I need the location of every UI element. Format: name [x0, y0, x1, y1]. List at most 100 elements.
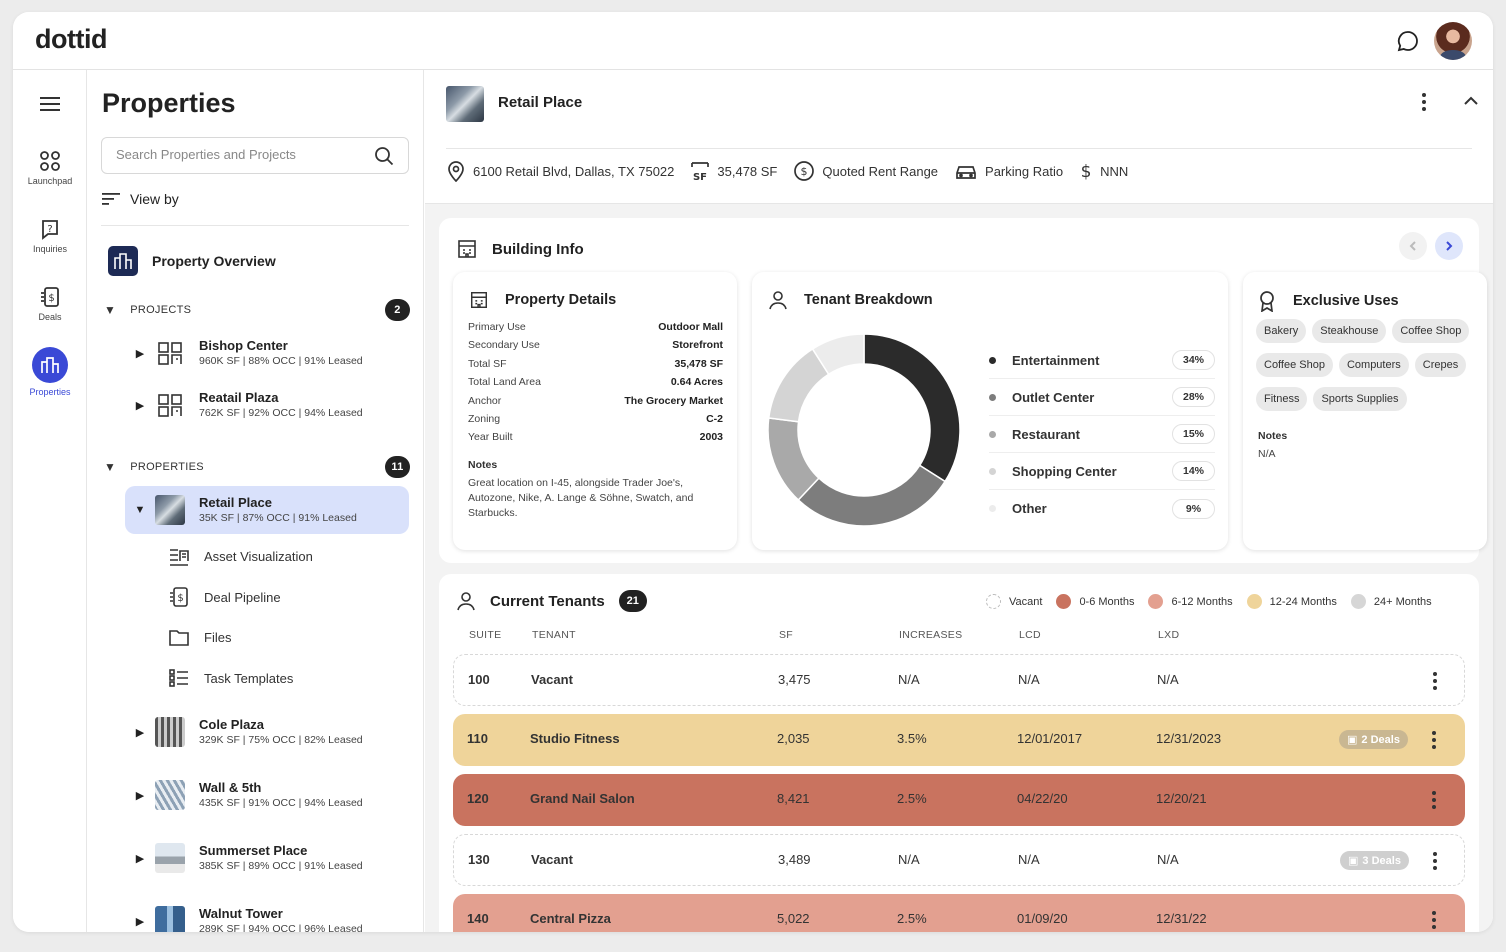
legend-name: Entertainment	[1012, 352, 1100, 368]
donut-slice-entertainment[interactable]	[863, 333, 961, 483]
more-vertical-icon[interactable]	[1431, 730, 1437, 750]
lcd-cell: 12/01/2017	[1017, 731, 1083, 746]
chevron-left-icon	[1409, 241, 1416, 251]
property-meta: 435K SF | 91% OCC | 94% Leased	[199, 796, 363, 809]
use-chip[interactable]: Steakhouse	[1312, 319, 1387, 343]
svg-text:$: $	[801, 165, 808, 178]
legend-name: Restaurant	[1012, 426, 1080, 442]
use-chip[interactable]: Coffee Shop	[1392, 319, 1470, 343]
subitem-deal-pipeline[interactable]: $ Deal Pipeline	[168, 586, 281, 608]
more-vertical-icon[interactable]	[1431, 910, 1437, 930]
property-item[interactable]: ▶ Walnut Tower 289K SF | 94% OCC | 96% Le…	[125, 897, 409, 932]
project-item[interactable]: ▶ Reatail Plaza 762K SF | 92% OCC | 94% L…	[125, 381, 409, 429]
use-chip[interactable]: Computers	[1338, 353, 1409, 377]
column-header[interactable]: SF	[779, 629, 794, 641]
person-icon	[769, 291, 787, 310]
caret-right-icon[interactable]: ▶	[135, 915, 145, 928]
column-header[interactable]: LCD	[1019, 629, 1041, 641]
lease-type-text: NNN	[1100, 163, 1129, 179]
user-avatar[interactable]	[1434, 22, 1472, 60]
project-item[interactable]: ▶ Bishop Center 960K SF | 88% OCC | 91% L…	[125, 329, 409, 377]
use-chip[interactable]: Bakery	[1256, 319, 1307, 343]
caret-right-icon[interactable]: ▶	[135, 399, 145, 412]
caret-down-icon[interactable]: ▼	[134, 504, 146, 516]
tenant-breakdown-title: Tenant Breakdown	[768, 290, 933, 310]
search-box[interactable]	[101, 137, 409, 174]
legend-dot	[989, 505, 996, 512]
caret-right-icon[interactable]: ▶	[135, 789, 145, 802]
property-item[interactable]: ▶ Wall & 5th 435K SF | 91% OCC | 94% Leas…	[125, 771, 409, 819]
more-vertical-icon[interactable]	[1432, 671, 1438, 691]
column-header[interactable]: SUITE	[469, 629, 502, 641]
legend-dot	[1056, 594, 1072, 609]
deals-badge[interactable]: ▣ 2 Deals	[1339, 730, 1408, 749]
tenant-donut-chart	[767, 333, 961, 527]
caret-right-icon[interactable]: ▶	[135, 347, 145, 360]
property-meta: 35K SF | 87% OCC | 91% Leased	[199, 511, 357, 524]
chevron-up-icon[interactable]	[1463, 96, 1479, 106]
properties-section-header[interactable]: ▼ PROPERTIES 11	[104, 456, 410, 478]
donut-slice-other[interactable]	[811, 333, 865, 376]
use-chip[interactable]: Fitness	[1256, 387, 1308, 411]
legend-name: Other	[1012, 501, 1047, 516]
property-item[interactable]: ▶ Cole Plaza 329K SF | 75% OCC | 82% Leas…	[125, 708, 409, 756]
svg-text:SF: SF	[693, 172, 707, 182]
app-logo[interactable]: dottid	[35, 24, 107, 54]
caret-right-icon[interactable]: ▶	[135, 852, 145, 865]
dollar-doc-icon: $	[170, 587, 188, 607]
tenant-count-badge: 21	[618, 590, 647, 612]
lxd-cell: 12/31/22	[1156, 911, 1207, 926]
projects-count-badge: 2	[385, 299, 410, 321]
property-details-title: Property Details	[469, 290, 616, 310]
search-input[interactable]	[116, 147, 366, 162]
suite-cell: 120	[467, 791, 489, 806]
menu-icon[interactable]	[13, 96, 87, 112]
property-thumbnail	[155, 717, 185, 747]
detail-key: Anchor	[468, 394, 502, 407]
more-vertical-icon[interactable]	[1431, 790, 1437, 810]
property-overview-link[interactable]: Property Overview	[108, 246, 276, 276]
svg-text:$: $	[48, 293, 54, 304]
tenant-row[interactable]: 100 Vacant 3,475 N/A N/A N/A	[453, 654, 1465, 706]
legend-label: 12-24 Months	[1269, 595, 1337, 608]
properties-count-badge: 11	[385, 456, 410, 478]
projects-section-header[interactable]: ▼ PROJECTS 2	[104, 299, 410, 321]
view-by-button[interactable]: View by	[102, 191, 179, 207]
use-chip[interactable]: Sports Supplies	[1313, 387, 1407, 411]
subitem-files[interactable]: Files	[168, 626, 231, 648]
legend-label: 0-6 Months	[1079, 595, 1135, 608]
rail-item-deals[interactable]: $ Deals	[13, 286, 87, 322]
search-icon[interactable]	[374, 146, 394, 166]
rail-item-launchpad[interactable]: Launchpad	[13, 150, 87, 186]
detail-row: Zoning C-2	[468, 410, 723, 428]
column-header[interactable]: TENANT	[532, 629, 576, 641]
use-chip[interactable]: Coffee Shop	[1256, 353, 1333, 377]
deals-badge[interactable]: ▣ 3 Deals	[1340, 851, 1409, 870]
subitem-task-templates[interactable]: Task Templates	[168, 667, 293, 689]
legend-row: Entertainment 34%	[989, 342, 1215, 379]
subitem-asset-visualization[interactable]: Asset Visualization	[168, 545, 313, 567]
rail-item-inquiries[interactable]: ? Inquiries	[13, 218, 87, 254]
chat-icon[interactable]	[1396, 29, 1420, 53]
use-chip[interactable]: Crepes	[1414, 353, 1467, 377]
more-vertical-icon[interactable]	[1432, 851, 1438, 871]
tenant-row[interactable]: 140 Central Pizza 5,022 2.5% 01/09/20 12…	[453, 894, 1465, 932]
detail-row: Total Land Area 0.64 Acres	[468, 373, 723, 391]
column-header[interactable]: LXD	[1158, 629, 1180, 641]
tenant-row[interactable]: 130 Vacant 3,489 N/A N/A N/A ▣ 3 Deals	[453, 834, 1465, 886]
column-header[interactable]: INCREASES	[899, 629, 963, 641]
tenant-row[interactable]: 110 Studio Fitness 2,035 3.5% 12/01/2017…	[453, 714, 1465, 766]
rail-item-properties[interactable]: Properties	[13, 347, 87, 397]
tenant-row[interactable]: 120 Grand Nail Salon 8,421 2.5% 04/22/20…	[453, 774, 1465, 826]
property-item-selected[interactable]: ▼ Retail Place 35K SF | 87% OCC | 91% Lea…	[125, 486, 409, 534]
property-item[interactable]: ▶ Summerset Place 385K SF | 89% OCC | 91%…	[125, 834, 409, 882]
suite-cell: 110	[467, 731, 488, 746]
rail-label: Launchpad	[27, 176, 73, 186]
carousel-next-button[interactable]	[1435, 232, 1463, 260]
caret-right-icon[interactable]: ▶	[135, 726, 145, 739]
donut-slice-outlet-center[interactable]	[797, 464, 947, 527]
rail-label: Inquiries	[32, 244, 68, 254]
section-title: Current Tenants	[490, 592, 605, 610]
more-vertical-icon[interactable]	[1421, 92, 1427, 112]
carousel-prev-button[interactable]	[1399, 232, 1427, 260]
